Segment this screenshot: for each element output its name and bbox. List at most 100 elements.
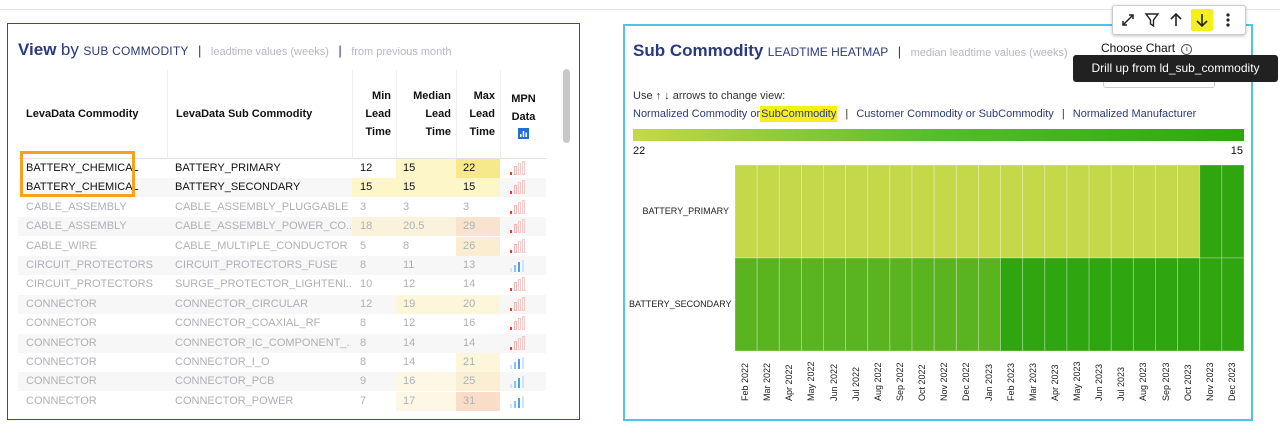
heatmap-cell[interactable] xyxy=(933,165,957,259)
dimension-label[interactable]: SUB COMMODITY xyxy=(83,44,189,58)
max-lead-time-cell: 31 xyxy=(456,391,500,411)
heatmap-cell[interactable] xyxy=(800,165,824,259)
heatmap-cell[interactable] xyxy=(756,257,780,351)
heatmap-cell[interactable] xyxy=(1110,165,1134,259)
heatmap-cell[interactable] xyxy=(823,257,847,351)
heatmap-cell[interactable] xyxy=(1022,257,1046,351)
mpn-data-cell[interactable] xyxy=(500,217,546,236)
commodity-cell: CONNECTOR xyxy=(26,297,97,310)
sub-commodity-cell: CABLE_ASSEMBLY_POWER_CO... xyxy=(175,220,351,233)
mini-bar-chart-icon xyxy=(510,180,526,195)
heatmap-grid[interactable] xyxy=(735,165,1244,351)
heatmap-cell[interactable] xyxy=(978,165,1001,259)
heatmap-cell[interactable] xyxy=(1155,165,1179,259)
mpn-data-cell[interactable] xyxy=(500,314,546,333)
vertical-scrollbar[interactable] xyxy=(563,69,570,143)
heatmap-cell[interactable] xyxy=(1066,165,1090,259)
mpn-data-cell[interactable] xyxy=(500,334,546,353)
view-link-customer-commodity[interactable]: Customer Commodity or SubCommodity xyxy=(856,108,1054,120)
heatmap-cell[interactable] xyxy=(1066,257,1090,351)
heatmap-cell[interactable] xyxy=(1177,165,1201,259)
heatmap-cell[interactable] xyxy=(1000,165,1024,259)
table-row[interactable]: CABLE_WIRE CABLE_MULTIPLE_CONDUCTOR 5 8 26 xyxy=(18,236,546,256)
col-header-max-lead-time[interactable]: Max Lead Time xyxy=(456,70,500,158)
mpn-data-cell[interactable] xyxy=(500,392,546,411)
min-lead-time-cell: 10 xyxy=(360,278,373,291)
col-header-sub-commodity[interactable]: LevaData Sub Commodity xyxy=(167,70,352,158)
table-row[interactable]: CONNECTOR CONNECTOR_COAXIAL_RF 8 12 16 xyxy=(18,314,546,333)
heatmap-cell[interactable] xyxy=(911,165,935,259)
heatmap-cell[interactable] xyxy=(1044,165,1068,259)
mpn-data-cell[interactable] xyxy=(500,372,546,391)
mpn-data-cell[interactable] xyxy=(500,275,546,294)
view-link-normalized-manufacturer[interactable]: Normalized Manufacturer xyxy=(1072,108,1197,120)
heatmap-cell[interactable] xyxy=(933,257,957,351)
title-separator: | xyxy=(897,44,902,59)
heatmap-cell[interactable] xyxy=(1155,257,1179,351)
heatmap-cell[interactable] xyxy=(889,165,913,259)
heatmap-cell[interactable] xyxy=(1044,257,1068,351)
heatmap-cell[interactable] xyxy=(1000,257,1024,351)
table-row[interactable]: CIRCUIT_PROTECTORS SURGE_PROTECTOR_LIGHTE… xyxy=(18,275,546,294)
mpn-data-cell[interactable] xyxy=(500,159,546,178)
view-link-normalized-commodity[interactable]: Normalized Commodity or xyxy=(633,108,761,120)
table-row[interactable]: CONNECTOR CONNECTOR_CIRCULAR 12 19 20 xyxy=(18,294,546,314)
table-row[interactable]: CONNECTOR CONNECTOR_PCB 9 16 25 xyxy=(18,372,546,392)
table-row[interactable]: CABLE_ASSEMBLY CABLE_ASSEMBLY_PLUGGABLE 3 3… xyxy=(18,198,546,217)
heatmap-cell[interactable] xyxy=(1132,257,1156,351)
heatmap-cell[interactable] xyxy=(800,257,824,351)
heatmap-cell[interactable] xyxy=(845,257,869,351)
heatmap-cell[interactable] xyxy=(1177,257,1201,351)
heatmap-cell[interactable] xyxy=(889,257,913,351)
arrow-down-icon[interactable] xyxy=(1191,9,1213,31)
heatmap-cell[interactable] xyxy=(978,257,1001,351)
mpn-data-cell[interactable] xyxy=(500,178,546,197)
mpn-data-cell[interactable] xyxy=(500,295,546,314)
arrow-up-icon[interactable] xyxy=(1165,9,1187,31)
expand-icon[interactable] xyxy=(1117,9,1139,31)
table-header: LevaData Commodity LevaData Sub Commodit… xyxy=(18,70,546,159)
table-row[interactable]: BATTERY_CHEMICAL BATTERY_PRIMARY 12 15 22 xyxy=(18,159,546,178)
heatmap-cell[interactable] xyxy=(867,165,891,259)
mpn-data-cell[interactable] xyxy=(500,237,546,256)
table-row[interactable]: CONNECTOR CONNECTOR_I_O 8 14 21 xyxy=(18,353,546,372)
heatmap-cell[interactable] xyxy=(1199,165,1223,259)
heatmap-cell[interactable] xyxy=(955,165,979,259)
col-header-commodity[interactable]: LevaData Commodity xyxy=(26,108,139,120)
heatmap-cell[interactable] xyxy=(1199,257,1223,351)
col-header-mpn-data[interactable]: MPN Data xyxy=(500,70,546,158)
table-row[interactable]: CABLE_ASSEMBLY CABLE_ASSEMBLY_POWER_CO...… xyxy=(18,217,546,237)
heatmap-cell[interactable] xyxy=(735,257,758,351)
heatmap-cell[interactable] xyxy=(778,165,802,259)
mpn-data-cell[interactable] xyxy=(500,256,546,275)
heatmap-cell[interactable] xyxy=(756,165,780,259)
heatmap-cell[interactable] xyxy=(1022,165,1046,259)
heatmap-cell[interactable] xyxy=(1110,257,1134,351)
more-icon[interactable] xyxy=(1217,9,1239,31)
view-link-subcommodity[interactable]: SubCommodity xyxy=(760,106,838,122)
col-header-min-lead-time[interactable]: Min Lead Time xyxy=(352,70,396,158)
heatmap-cell[interactable] xyxy=(845,165,869,259)
table-row[interactable]: BATTERY_CHEMICAL BATTERY_SECONDARY 15 15 15 xyxy=(18,178,546,198)
views-separator: | xyxy=(845,108,849,120)
sub-commodity-cell: SURGE_PROTECTOR_LIGHTENI... xyxy=(175,278,351,291)
mpn-data-cell[interactable] xyxy=(500,353,546,372)
mpn-data-cell[interactable] xyxy=(500,198,546,217)
table-row[interactable]: CIRCUIT_PROTECTORS CIRCUIT_PROTECTORS_FUS… xyxy=(18,256,546,275)
heatmap-cell[interactable] xyxy=(867,257,891,351)
median-lead-time-cell: 11 xyxy=(403,259,415,271)
heatmap-cell[interactable] xyxy=(955,257,979,351)
col-header-median-lead-time[interactable]: Median Lead Time xyxy=(396,70,456,158)
filter-icon[interactable] xyxy=(1141,9,1163,31)
heatmap-cell[interactable] xyxy=(1221,165,1244,259)
heatmap-cell[interactable] xyxy=(778,257,802,351)
heatmap-cell[interactable] xyxy=(1132,165,1156,259)
table-row[interactable]: CONNECTOR CONNECTOR_IC_COMPONENT_... 8 14 14 xyxy=(18,333,546,353)
heatmap-cell[interactable] xyxy=(1221,257,1244,351)
table-row[interactable]: CONNECTOR CONNECTOR_POWER 7 17 31 xyxy=(18,391,546,411)
heatmap-cell[interactable] xyxy=(735,165,758,259)
heatmap-cell[interactable] xyxy=(1088,257,1112,351)
heatmap-cell[interactable] xyxy=(911,257,935,351)
heatmap-cell[interactable] xyxy=(823,165,847,259)
heatmap-cell[interactable] xyxy=(1088,165,1112,259)
